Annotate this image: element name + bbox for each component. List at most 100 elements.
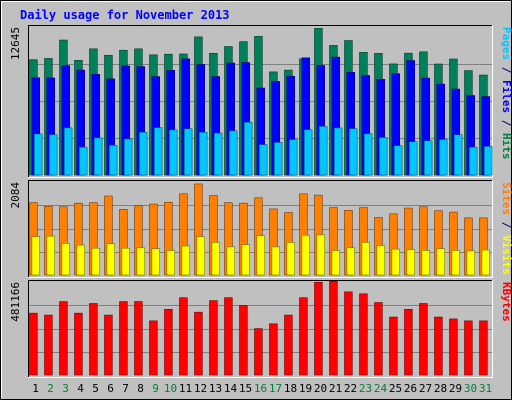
bar-kbytes-day-10 — [164, 308, 173, 376]
x-tick-label: 6 — [107, 382, 114, 395]
bar-kbytes-day-7 — [119, 301, 128, 376]
bar-pages-day-9 — [154, 127, 163, 176]
bar-kbytes-day-28 — [434, 316, 443, 376]
bar-kbytes-day-18 — [284, 314, 293, 376]
bar-visits-day-13 — [211, 242, 220, 276]
x-tick-label: 15 — [239, 382, 252, 395]
bar-pages-day-5 — [94, 137, 103, 176]
bar-visits-day-19 — [301, 234, 310, 276]
bar-visits-day-3 — [61, 243, 71, 276]
bar-visits-day-23 — [361, 242, 370, 276]
legend-segment: / — [500, 113, 512, 133]
bar-pages-day-1 — [33, 133, 43, 176]
bar-visits-day-20 — [316, 234, 325, 276]
bar-kbytes-day-2 — [44, 314, 53, 376]
bar-pages-day-21 — [333, 127, 343, 176]
bar-visits-day-8 — [136, 247, 145, 276]
bar-visits-day-25 — [391, 248, 400, 276]
bar-pages-day-2 — [48, 134, 58, 176]
bar-kbytes-day-23 — [359, 293, 368, 376]
bar-kbytes-day-8 — [134, 301, 143, 376]
bar-kbytes-day-22 — [344, 291, 353, 376]
x-tick-label: 7 — [122, 382, 129, 395]
x-tick-label: 18 — [284, 382, 297, 395]
x-tick-label: 8 — [137, 382, 144, 395]
panel-max-label: 481166 — [9, 282, 22, 322]
bar-pages-day-6 — [109, 144, 118, 176]
bar-pages-day-7 — [124, 138, 133, 176]
bar-kbytes-day-25 — [389, 316, 398, 376]
bar-pages-day-3 — [64, 127, 73, 176]
x-tick-label: 11 — [179, 382, 192, 395]
x-tick-label: 10 — [164, 382, 177, 395]
x-tick-label: 5 — [92, 382, 99, 395]
bar-visits-day-1 — [31, 236, 40, 276]
bar-kbytes-day-3 — [59, 301, 68, 376]
panel-kbytes: 481166 KBytes — [9, 280, 512, 378]
bar-kbytes-day-14 — [224, 297, 233, 376]
x-tick-label: 19 — [299, 382, 312, 395]
panels: 12645 Pages / Files / Hits 2084 Sites / Vis… — [9, 25, 512, 378]
panel-series-legend: KBytes — [500, 282, 512, 322]
bar-kbytes-day-19 — [299, 297, 308, 376]
x-tick-label: 20 — [314, 382, 327, 395]
x-tick-label: 27 — [419, 382, 432, 395]
bar-visits-day-5 — [91, 247, 101, 276]
bar-pages-day-17 — [273, 142, 283, 176]
bar-pages-day-27 — [423, 140, 433, 176]
bar-visits-day-11 — [181, 245, 190, 276]
x-tick-label: 13 — [209, 382, 222, 395]
bar-pages-day-12 — [199, 131, 208, 176]
bar-kbytes-day-20 — [314, 281, 323, 376]
legend-segment: Sites — [500, 182, 512, 215]
bar-pages-day-28 — [438, 139, 448, 176]
legend-segment: / — [500, 60, 512, 80]
bar-kbytes-day-24 — [374, 302, 383, 376]
x-tick-label: 12 — [194, 382, 207, 395]
bar-kbytes-day-27 — [419, 303, 428, 376]
bar-visits-day-16 — [256, 235, 265, 276]
x-tick-label: 28 — [434, 382, 447, 395]
bar-pages-day-20 — [318, 126, 328, 176]
bar-pages-day-25 — [393, 145, 403, 176]
x-tick-label: 30 — [464, 382, 477, 395]
chart-title: Daily usage for November 2013 — [20, 8, 230, 22]
bar-pages-day-24 — [378, 137, 388, 176]
x-tick-label: 23 — [359, 382, 372, 395]
bar-visits-day-22 — [346, 247, 355, 276]
bar-visits-day-12 — [196, 236, 205, 276]
panel-series-legend: Pages / Files / Hits — [500, 27, 512, 160]
panel-sites-visits: 2084 Sites / Visits — [9, 180, 512, 278]
bar-kbytes-day-29 — [449, 318, 458, 376]
bar-visits-day-6 — [106, 243, 116, 276]
bar-pages-day-31 — [483, 146, 493, 176]
panel-max-label: 12645 — [9, 27, 22, 60]
bar-visits-day-30 — [466, 250, 475, 276]
bar-pages-day-10 — [169, 129, 178, 176]
bar-visits-day-14 — [226, 246, 235, 276]
bar-kbytes-day-17 — [269, 323, 278, 376]
legend-segment: Hits — [500, 133, 512, 160]
bar-pages-day-19 — [303, 129, 313, 176]
bar-pages-day-14 — [229, 130, 238, 176]
x-tick-label: 14 — [224, 382, 238, 395]
x-tick-label: 16 — [254, 382, 267, 395]
legend-segment: KBytes — [500, 282, 512, 322]
bar-visits-day-17 — [271, 246, 280, 276]
bar-visits-day-29 — [451, 250, 460, 276]
bar-visits-day-15 — [241, 244, 250, 276]
x-tick-label: 17 — [269, 382, 282, 395]
x-tick-label: 9 — [152, 382, 159, 395]
x-tick-label: 21 — [329, 382, 342, 395]
bar-pages-day-15 — [244, 122, 253, 176]
bar-pages-day-16 — [258, 144, 268, 176]
bar-pages-day-23 — [363, 133, 373, 176]
bar-kbytes-day-30 — [464, 320, 473, 376]
x-tick-label: 25 — [389, 382, 402, 395]
x-tick-label: 24 — [374, 382, 388, 395]
bar-pages-day-13 — [214, 132, 223, 176]
bar-kbytes-day-15 — [239, 305, 248, 376]
bar-kbytes-day-5 — [89, 303, 98, 376]
bar-kbytes-day-11 — [179, 297, 188, 376]
